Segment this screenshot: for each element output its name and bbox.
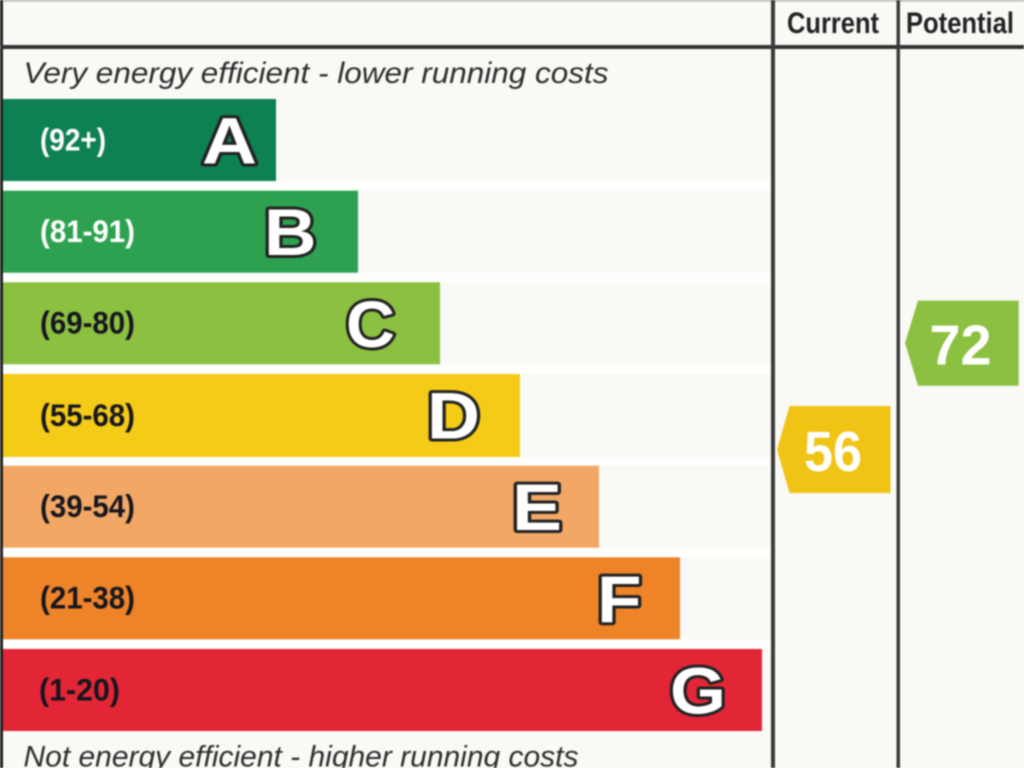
svg-text:G: G xyxy=(670,654,726,728)
svg-text:72: 72 xyxy=(930,314,992,378)
svg-text:(1-20): (1-20) xyxy=(39,671,120,707)
svg-text:56: 56 xyxy=(804,420,862,484)
svg-text:Potential: Potential xyxy=(906,7,1014,40)
svg-text:(21-38): (21-38) xyxy=(40,580,135,616)
svg-text:(39-54): (39-54) xyxy=(40,488,135,524)
svg-text:Current: Current xyxy=(787,7,879,40)
svg-text:F: F xyxy=(597,562,642,636)
svg-text:C: C xyxy=(346,287,395,361)
svg-text:A: A xyxy=(202,104,257,178)
svg-text:E: E xyxy=(512,470,562,544)
svg-text:(69-80): (69-80) xyxy=(40,305,135,341)
svg-text:(81-91): (81-91) xyxy=(40,213,135,249)
svg-text:D: D xyxy=(427,379,480,453)
svg-text:B: B xyxy=(264,195,317,269)
svg-text:(92+): (92+) xyxy=(40,121,106,157)
svg-text:(55-68): (55-68) xyxy=(40,397,135,433)
svg-text:Not energy efficient - higher: Not energy efficient - higher running co… xyxy=(24,741,579,768)
svg-text:Very energy efficient - lower: Very energy efficient - lower running co… xyxy=(24,57,609,90)
